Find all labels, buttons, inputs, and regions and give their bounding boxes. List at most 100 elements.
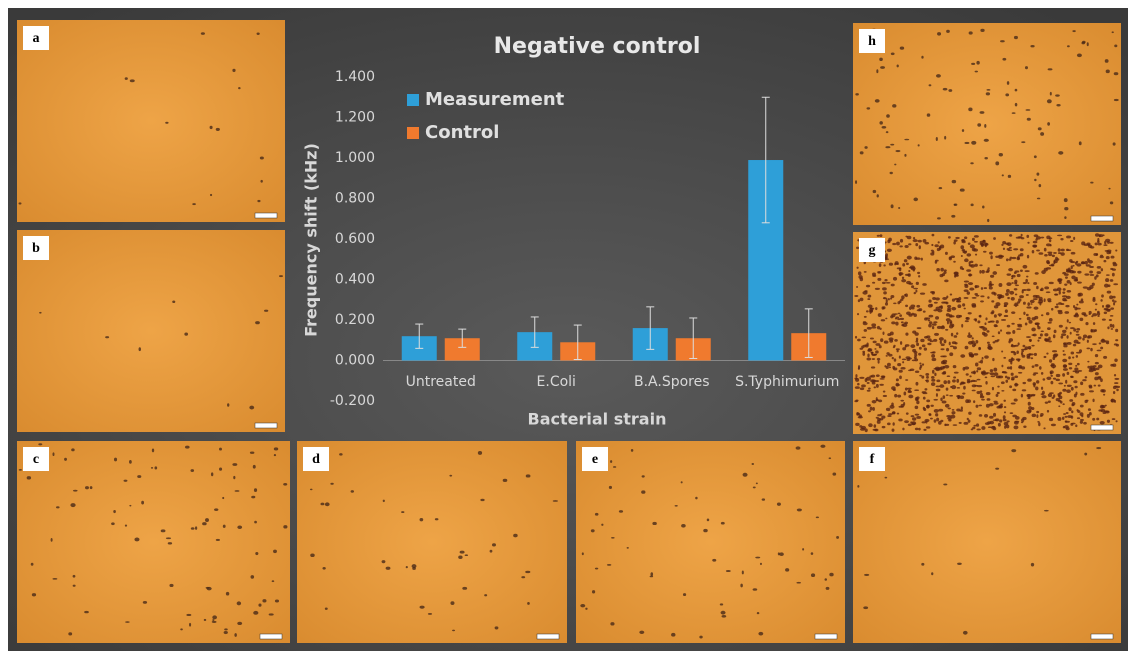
particle [880, 414, 882, 416]
particle [1062, 403, 1064, 405]
particle [1066, 389, 1071, 393]
particle [879, 263, 882, 267]
particle [931, 382, 935, 386]
particle [877, 271, 881, 273]
particle [976, 405, 979, 408]
particle [987, 296, 989, 299]
particle [1027, 317, 1031, 321]
particle [931, 572, 933, 575]
particle [1080, 393, 1084, 396]
particle [1036, 411, 1039, 413]
particle [595, 568, 598, 570]
particle [1072, 265, 1074, 267]
particle [946, 394, 949, 396]
particle [1116, 386, 1120, 388]
particle [224, 628, 228, 630]
particle [1001, 390, 1004, 392]
particle [1005, 380, 1008, 383]
particle [919, 347, 922, 350]
particle [1095, 362, 1099, 365]
particle [234, 633, 236, 637]
particle [816, 516, 819, 518]
particle [931, 379, 935, 382]
particle [967, 399, 971, 403]
particle [1025, 270, 1030, 272]
particle [1033, 295, 1038, 298]
particle [865, 428, 868, 432]
particle [964, 308, 966, 310]
particle [1112, 324, 1114, 328]
particle [1077, 410, 1080, 413]
particle [990, 255, 992, 259]
particle [1014, 421, 1019, 423]
particle [901, 321, 904, 323]
particle [935, 316, 939, 320]
particle [899, 370, 903, 373]
particle [950, 415, 955, 419]
particle [855, 374, 857, 377]
particle [1057, 417, 1061, 421]
particle [867, 107, 871, 109]
particle [1067, 372, 1070, 375]
particle [899, 314, 902, 317]
particle [979, 270, 981, 274]
particle [1112, 296, 1115, 299]
particle [452, 630, 455, 632]
particle [330, 483, 333, 485]
particle [428, 613, 432, 615]
particle [836, 536, 839, 539]
particle [973, 249, 978, 252]
particle [864, 271, 867, 273]
particle [931, 354, 935, 358]
particle [310, 553, 314, 557]
particle [1041, 387, 1043, 390]
particle [997, 392, 1000, 394]
particle [921, 563, 924, 566]
particle [1010, 257, 1013, 259]
particle [927, 405, 930, 409]
particle [1044, 298, 1046, 302]
particle [832, 473, 836, 476]
particle [964, 251, 967, 254]
particle [918, 275, 920, 277]
particle [1081, 415, 1083, 418]
particle [1034, 316, 1038, 319]
particle [480, 499, 484, 501]
particle [870, 308, 874, 310]
particle [921, 56, 923, 59]
particle [721, 611, 726, 615]
particle [968, 243, 971, 245]
particle [1049, 418, 1053, 421]
particle [912, 359, 916, 361]
particle [947, 375, 951, 377]
particle [165, 122, 168, 124]
particle [258, 604, 261, 607]
particle [990, 369, 994, 372]
particle [856, 247, 859, 249]
particle [1066, 335, 1068, 339]
particle [1093, 365, 1097, 367]
particle [895, 322, 898, 326]
y-tick-label: 1.400 [335, 69, 375, 85]
particle [977, 320, 980, 323]
particle [953, 346, 957, 349]
particle [339, 453, 343, 456]
particle [495, 626, 499, 629]
particle [406, 566, 408, 568]
particle [915, 370, 919, 373]
particle [796, 446, 801, 449]
particle [956, 332, 958, 335]
particle [878, 400, 882, 403]
particle [1044, 510, 1049, 512]
particle [1076, 328, 1080, 331]
particle [898, 313, 901, 315]
particle [1083, 422, 1087, 425]
particle [707, 518, 709, 521]
particle [855, 423, 860, 426]
particle [1014, 272, 1017, 274]
particle [896, 378, 899, 381]
particle [964, 284, 968, 288]
particle [195, 526, 197, 529]
particle [1067, 385, 1072, 387]
particle [1041, 330, 1044, 332]
